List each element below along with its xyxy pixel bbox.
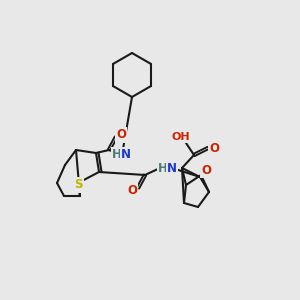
- Text: N: N: [121, 148, 131, 161]
- Text: OH: OH: [172, 132, 190, 142]
- Text: O: O: [127, 184, 137, 197]
- Text: O: O: [209, 142, 219, 154]
- Text: O: O: [116, 128, 126, 142]
- Text: H: H: [112, 148, 122, 161]
- Text: H: H: [158, 161, 168, 175]
- Text: O: O: [201, 164, 211, 176]
- Text: N: N: [167, 161, 177, 175]
- Text: S: S: [74, 178, 82, 191]
